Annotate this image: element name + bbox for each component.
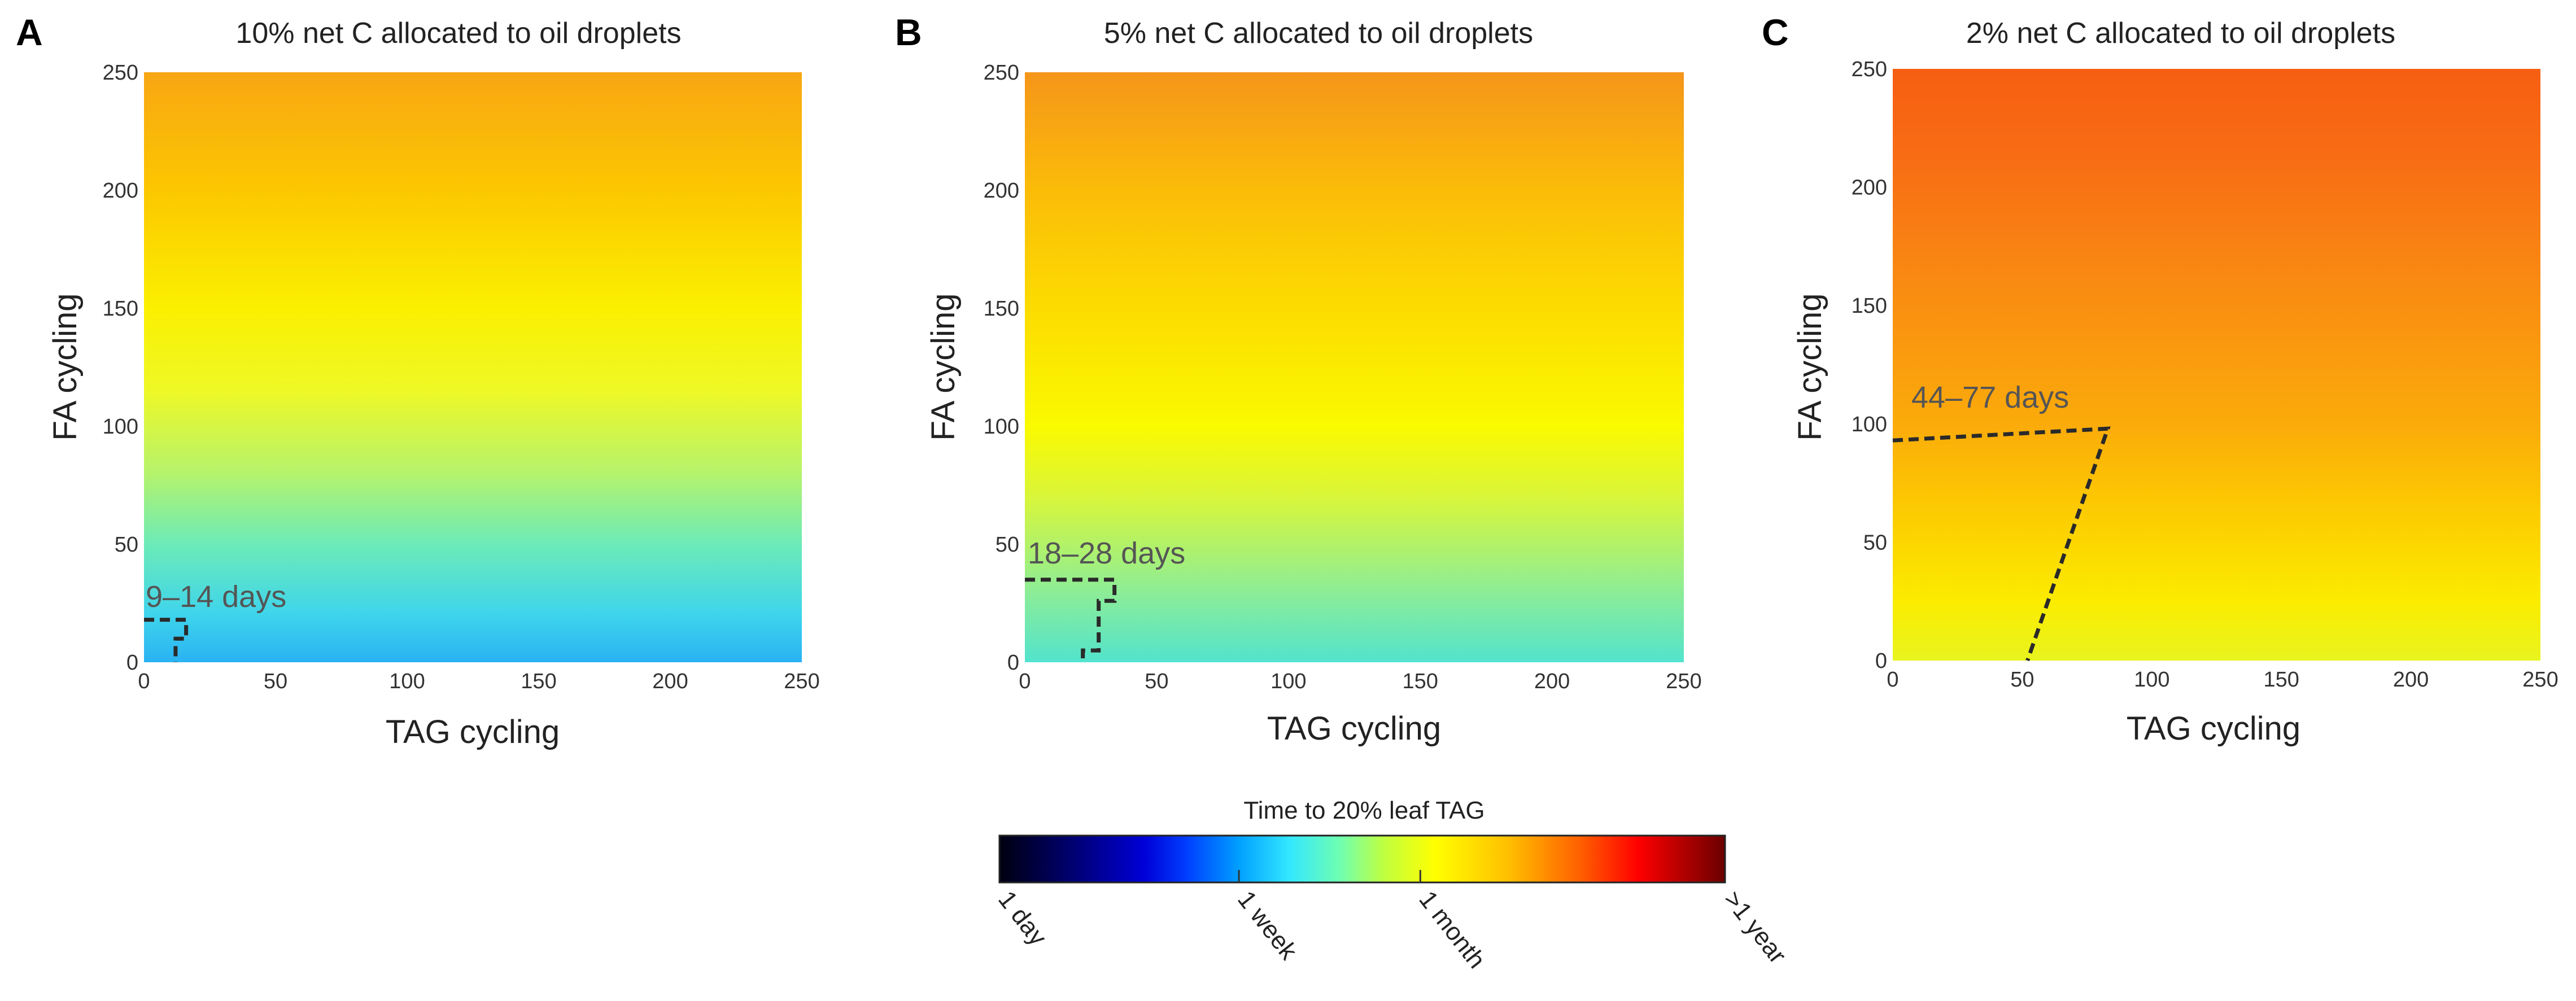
- panel-b-xtick-150: 150: [1402, 670, 1438, 693]
- panel-b-xtick-100: 100: [1270, 670, 1306, 693]
- panel-a-ytick-50: 50: [115, 533, 138, 557]
- panel-letter-b: B: [895, 11, 922, 53]
- panel-b-xlabel: TAG cycling: [1267, 710, 1441, 747]
- panel-c-xlabel: TAG cycling: [2127, 710, 2300, 747]
- panel-a-xtick-100: 100: [389, 670, 425, 693]
- panel-b-title: 5% net C allocated to oil droplets: [1104, 17, 1533, 50]
- panel-b-annotation: 18–28 days: [1028, 536, 1185, 570]
- panel-b-ytick-0: 0: [1007, 651, 1019, 675]
- colorbar-gradient: [998, 834, 1726, 884]
- panel-b-ytick-50: 50: [996, 533, 1019, 557]
- panel-a-xtick-0: 0: [138, 670, 150, 693]
- panel-a-xtick-150: 150: [521, 670, 556, 693]
- panel-a-ylabel: FA cycling: [47, 293, 84, 440]
- panel-a: A 10% net C allocated to oil droplets 0 5…: [16, 11, 820, 750]
- panel-c-xtick-50: 50: [2010, 668, 2034, 692]
- panel-c-title: 2% net C allocated to oil droplets: [1966, 17, 2395, 50]
- panel-c-threshold-boundary: [1892, 426, 2111, 662]
- panel-b-ytick-250: 250: [984, 61, 1019, 85]
- panel-a-ytick-100: 100: [103, 415, 138, 439]
- panel-b-ytick-150: 150: [984, 297, 1019, 321]
- panel-letter-c: C: [1762, 11, 1789, 53]
- panel-a-xlabel: TAG cycling: [386, 714, 560, 750]
- panel-b-threshold-boundary: [1025, 578, 1117, 662]
- panel-a-ytick-200: 200: [103, 179, 138, 203]
- colorbar: Time to 20% leaf TAG 1 day 1 week 1 month >…: [993, 797, 1792, 973]
- panel-c-xtick-250: 250: [2522, 668, 2558, 692]
- panel-b-xtick-50: 50: [1145, 670, 1168, 693]
- panel-b-ytick-200: 200: [984, 179, 1019, 203]
- panel-b-heatmap: [1025, 72, 1684, 662]
- panel-a-annotation: 9–14 days: [146, 580, 286, 614]
- panel-c-ytick-150: 150: [1852, 294, 1887, 318]
- panel-b-xtick-250: 250: [1666, 670, 1701, 693]
- colorbar-tick-label-1: 1 week: [1232, 886, 1303, 965]
- panel-c-ytick-200: 200: [1852, 176, 1887, 200]
- panel-a-xtick-50: 50: [264, 670, 287, 693]
- panel-a-ytick-150: 150: [103, 297, 138, 321]
- panel-c-xtick-150: 150: [2263, 668, 2299, 692]
- panel-c-ytick-250: 250: [1852, 58, 1887, 81]
- panel-a-threshold-boundary: [144, 618, 189, 662]
- panel-c-ytick-50: 50: [1863, 531, 1887, 554]
- colorbar-tick-label-2: 1 month: [1413, 886, 1490, 973]
- panel-a-xtick-200: 200: [652, 670, 688, 693]
- colorbar-title: Time to 20% leaf TAG: [1243, 797, 1485, 824]
- panel-a-heatmap: [144, 72, 802, 662]
- colorbar-tick-label-3: >1 year: [1718, 886, 1792, 969]
- panel-letter-a: A: [16, 11, 43, 53]
- panel-b-ytick-100: 100: [984, 415, 1019, 439]
- panel-a-ytick-250: 250: [103, 61, 138, 85]
- panel-c-ytick-0: 0: [1875, 649, 1887, 673]
- panel-c: C 2% net C allocated to oil droplets 0 50…: [1762, 11, 2558, 747]
- panel-a-title: 10% net C allocated to oil droplets: [235, 17, 681, 50]
- panel-b: B 5% net C allocated to oil droplets 0 50…: [895, 11, 1702, 747]
- panel-c-xtick-200: 200: [2393, 668, 2429, 692]
- colorbar-tick-label-0: 1 day: [993, 886, 1052, 951]
- panel-c-xtick-0: 0: [1887, 668, 1898, 692]
- panel-b-ylabel: FA cycling: [925, 293, 962, 440]
- panel-a-ytick-0: 0: [126, 651, 138, 675]
- panel-c-heatmap: [1893, 69, 2540, 661]
- panel-a-xtick-250: 250: [784, 670, 819, 693]
- panel-c-ytick-100: 100: [1852, 413, 1887, 436]
- panel-c-xtick-100: 100: [2134, 668, 2169, 692]
- panel-c-annotation: 44–77 days: [1911, 381, 2069, 414]
- panel-b-xtick-0: 0: [1019, 670, 1031, 693]
- panel-b-xtick-200: 200: [1534, 670, 1570, 693]
- panel-c-ylabel: FA cycling: [1792, 293, 1828, 440]
